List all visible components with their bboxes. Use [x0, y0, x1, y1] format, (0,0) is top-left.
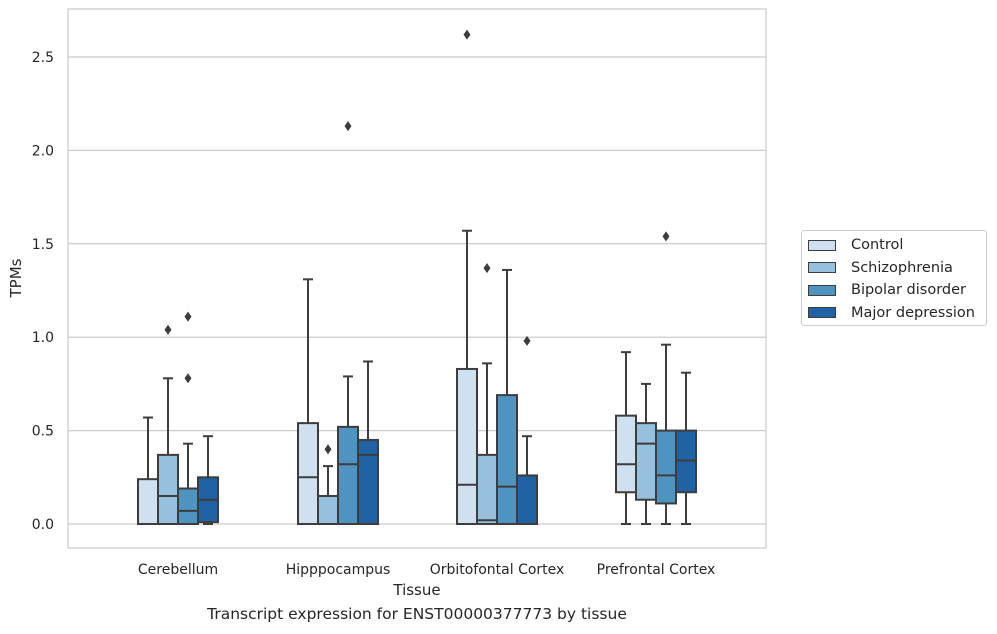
outlier-point [662, 231, 670, 242]
x-tick-label: Prefrontal Cortex [597, 562, 716, 578]
outlier-point [164, 324, 172, 335]
legend: Control Schizophrenia Bipolar disorder Majo… [801, 230, 987, 326]
y-axis-ticks: 0.0 0.5 1.0 1.5 2.0 2.5 [32, 50, 54, 533]
box-iqr [615, 414, 637, 494]
box-major-depression [516, 335, 538, 526]
box-control [297, 278, 319, 525]
legend-label: Schizophrenia [851, 259, 953, 276]
y-tick-label: 2.0 [32, 143, 54, 159]
box-iqr [157, 453, 179, 525]
outlier-point [184, 373, 192, 384]
x-axis-ticks: Cerebellum Hipppocampus Orbitofontal Corte… [138, 562, 715, 578]
y-tick-label: 1.5 [32, 237, 54, 253]
box-bipolar-disorder [337, 121, 359, 526]
y-tick-label: 1.0 [32, 330, 54, 346]
box-iqr [337, 425, 359, 526]
outlier-point [483, 263, 491, 274]
y-tick-label: 0.5 [32, 424, 54, 440]
box-iqr [177, 487, 199, 525]
y-axis-title: TPMs [7, 258, 25, 298]
box-iqr [476, 453, 498, 525]
legend-item: Bipolar disorder [808, 280, 966, 300]
box-control [615, 351, 637, 525]
outlier-point [523, 335, 531, 346]
chart-caption: Transcript expression for ENST0000037777… [207, 605, 627, 623]
box-iqr [496, 394, 518, 525]
legend-item: Control [808, 235, 903, 255]
x-tick-label: Orbitofontal Cortex [430, 562, 565, 578]
legend-swatch [808, 239, 836, 251]
box-bipolar-disorder [177, 311, 199, 525]
x-tick-label: Hipppocampus [286, 562, 391, 578]
box-schizophrenia [476, 263, 498, 525]
box-iqr [317, 494, 339, 526]
box-bipolar-disorder [655, 231, 677, 525]
box-iqr [655, 429, 677, 505]
box-bipolar-disorder [496, 268, 518, 525]
legend-item: Major depression [808, 303, 975, 323]
x-axis-title: Tissue [392, 581, 440, 599]
box-iqr [635, 422, 657, 501]
legend-item: Schizophrenia [808, 258, 953, 278]
outlier-point [344, 121, 352, 132]
box-major-depression [675, 371, 697, 525]
box-series [137, 29, 697, 526]
box-control [456, 29, 478, 525]
y-tick-label: 2.5 [32, 50, 54, 66]
legend-swatch [808, 307, 836, 318]
legend-label: Control [851, 237, 904, 253]
box-iqr [516, 474, 538, 526]
x-tick-label: Cerebellum [138, 562, 218, 578]
box-iqr [297, 422, 319, 525]
outlier-point [324, 444, 332, 455]
outlier-point [463, 29, 471, 40]
legend-swatch [808, 262, 836, 273]
legend-label: Major depression [851, 304, 975, 321]
box-schizophrenia [317, 444, 339, 526]
y-tick-label: 0.0 [32, 517, 54, 533]
legend-label: Bipolar disorder [851, 282, 966, 298]
outlier-point [184, 311, 192, 322]
box-major-depression [197, 435, 219, 525]
box-iqr [137, 478, 159, 525]
box-schizophrenia [157, 324, 179, 525]
box-iqr [456, 367, 478, 525]
box-iqr [357, 438, 379, 525]
box-major-depression [357, 360, 379, 525]
legend-swatch [808, 284, 836, 296]
